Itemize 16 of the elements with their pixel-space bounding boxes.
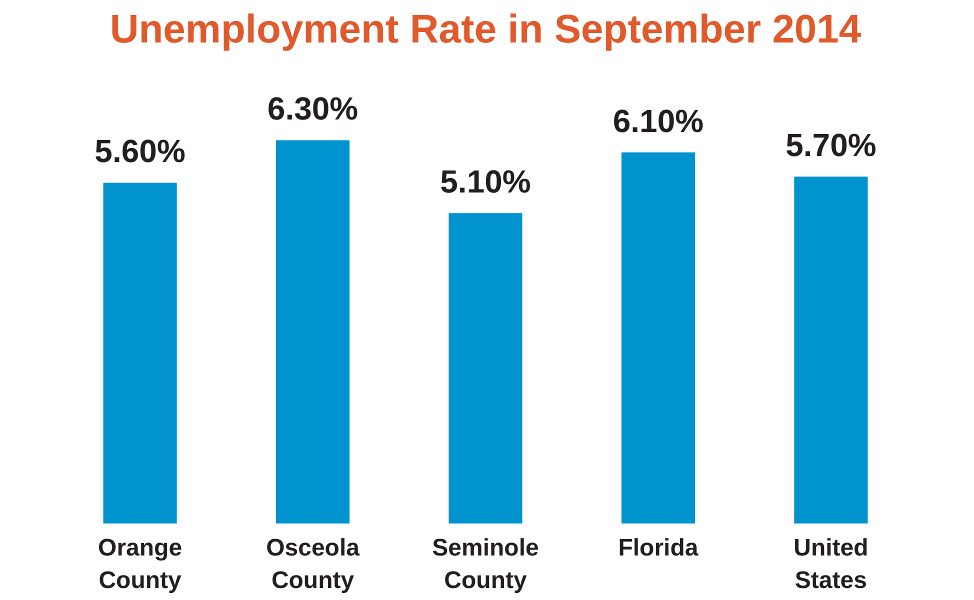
x-tick-label: Florida — [618, 534, 699, 562]
bar — [276, 140, 350, 524]
data-label: 5.60% — [94, 133, 186, 170]
data-label: 6.10% — [612, 102, 704, 139]
chart-title: Unemployment Rate in September 2014 — [110, 8, 862, 52]
bar — [621, 152, 695, 524]
x-tick-label: United States — [794, 534, 868, 594]
x-tick-label: Seminole County — [432, 534, 539, 594]
x-tick-label: Osceola County — [266, 534, 360, 594]
bar — [103, 182, 177, 524]
x-tick-label: Orange County — [98, 534, 182, 594]
data-label: 5.70% — [786, 127, 876, 164]
bar — [794, 176, 868, 524]
data-label: 5.10% — [440, 164, 531, 200]
bar — [448, 213, 522, 524]
data-label: 6.30% — [267, 90, 358, 127]
